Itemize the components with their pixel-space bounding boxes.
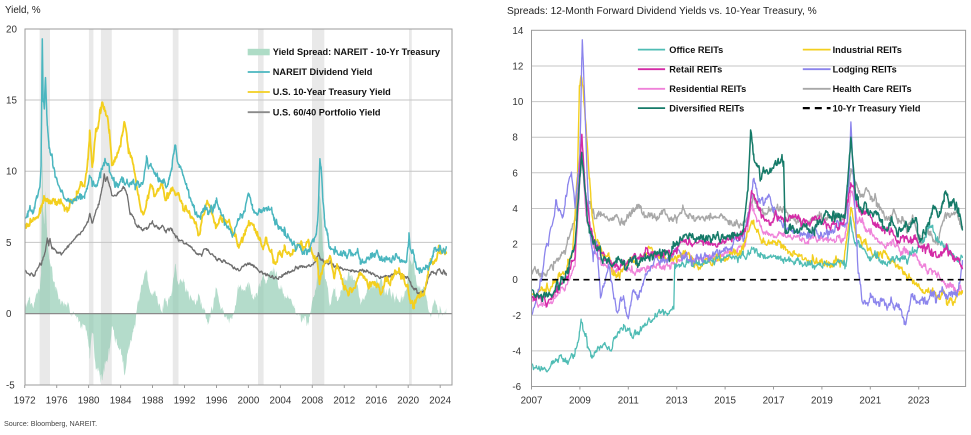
svg-text:Diversified REITs: Diversified REITs — [669, 103, 744, 113]
svg-text:2000: 2000 — [238, 396, 260, 407]
svg-text:6: 6 — [512, 168, 518, 179]
svg-text:Retail REITs: Retail REITs — [669, 64, 722, 74]
svg-text:5: 5 — [6, 238, 12, 249]
svg-text:Health Care REITs: Health Care REITs — [833, 84, 912, 94]
svg-text:4: 4 — [512, 204, 518, 215]
svg-text:2023: 2023 — [908, 396, 930, 407]
svg-text:2013: 2013 — [666, 396, 688, 407]
svg-text:2011: 2011 — [618, 396, 639, 407]
svg-text:1976: 1976 — [46, 396, 68, 407]
svg-text:15: 15 — [6, 96, 17, 107]
svg-text:10-Yr Treasury Yield: 10-Yr Treasury Yield — [833, 103, 921, 113]
svg-text:Residential REITs: Residential REITs — [669, 84, 746, 94]
svg-text:-4: -4 — [512, 346, 521, 357]
svg-text:Spreads: 12-Month Forward Divi: Spreads: 12-Month Forward Dividend Yield… — [507, 6, 817, 17]
svg-text:2009: 2009 — [569, 396, 591, 407]
svg-text:U.S. 10-Year Treasury Yield: U.S. 10-Year Treasury Yield — [273, 87, 391, 97]
svg-text:2007: 2007 — [521, 396, 543, 407]
svg-text:NAREIT Dividend Yield: NAREIT Dividend Yield — [273, 67, 373, 77]
svg-text:8: 8 — [512, 133, 518, 144]
svg-text:Industrial REITs: Industrial REITs — [833, 45, 902, 55]
svg-text:2: 2 — [512, 240, 517, 251]
svg-text:2012: 2012 — [333, 396, 355, 407]
svg-text:Office REITs: Office REITs — [669, 45, 723, 55]
svg-text:1980: 1980 — [78, 396, 100, 407]
svg-text:10: 10 — [512, 97, 523, 108]
svg-text:2015: 2015 — [714, 396, 736, 407]
svg-text:2004: 2004 — [270, 396, 292, 407]
svg-text:U.S. 60/40 Portfolio Yield: U.S. 60/40 Portfolio Yield — [273, 107, 381, 117]
svg-text:-2: -2 — [512, 311, 521, 322]
svg-text:0: 0 — [6, 309, 12, 320]
svg-text:14: 14 — [512, 26, 523, 37]
svg-text:2017: 2017 — [763, 396, 785, 407]
svg-text:Yield Spread: NAREIT - 10-Yr T: Yield Spread: NAREIT - 10-Yr Treasury — [273, 47, 441, 57]
svg-text:1988: 1988 — [142, 396, 164, 407]
svg-text:Source: Bloomberg, NAREIT.: Source: Bloomberg, NAREIT. — [4, 419, 97, 428]
svg-text:0: 0 — [512, 275, 518, 286]
svg-text:2024: 2024 — [429, 396, 451, 407]
svg-text:Yield, %: Yield, % — [5, 5, 41, 16]
svg-text:1984: 1984 — [110, 396, 132, 407]
svg-text:2008: 2008 — [301, 396, 323, 407]
svg-text:1972: 1972 — [14, 396, 36, 407]
svg-text:20: 20 — [6, 24, 17, 35]
svg-text:2021: 2021 — [859, 396, 881, 407]
svg-text:1996: 1996 — [206, 396, 228, 407]
svg-text:-5: -5 — [6, 380, 15, 391]
svg-text:-6: -6 — [512, 382, 521, 393]
svg-text:1992: 1992 — [174, 396, 196, 407]
svg-text:12: 12 — [512, 62, 523, 73]
svg-text:2020: 2020 — [397, 396, 419, 407]
svg-text:2016: 2016 — [365, 396, 387, 407]
svg-text:10: 10 — [6, 167, 17, 178]
svg-text:2019: 2019 — [811, 396, 833, 407]
svg-text:Lodging REITs: Lodging REITs — [833, 64, 897, 74]
